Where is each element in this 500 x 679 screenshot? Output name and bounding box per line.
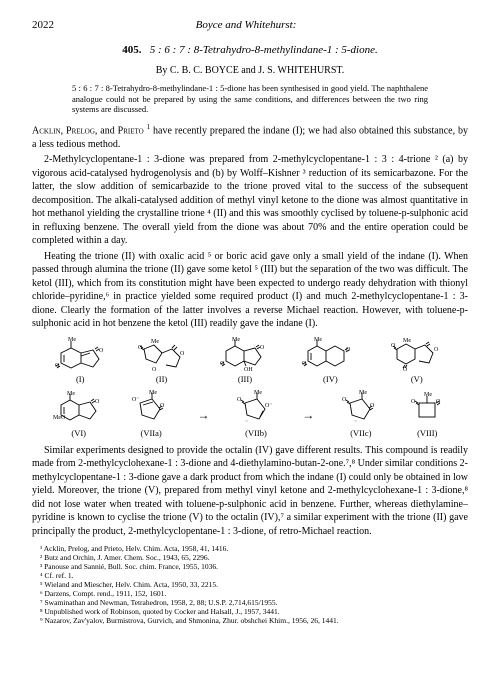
footnote-2: ² Butz and Orchin, J. Amer. Chem. Soc., …	[32, 553, 468, 562]
structure-IV: Me O O (IV)	[302, 335, 358, 385]
footnote-3: ³ Panouse and Sannié, Bull. Soc. chim. F…	[32, 562, 468, 571]
abstract: 5 : 6 : 7 : 8-Tetrahydro-8-methylindane-…	[72, 83, 428, 115]
structure-VI-label: (VI)	[71, 428, 86, 439]
structure-V-label: (V)	[411, 374, 423, 385]
svg-text:Me: Me	[67, 391, 75, 397]
structure-VIIc-label: (VIIc)	[350, 428, 371, 439]
structure-VIII-label: (VIII)	[417, 428, 437, 439]
svg-text:OH: OH	[244, 367, 253, 373]
svg-text:O: O	[95, 399, 100, 405]
svg-text:O: O	[434, 347, 439, 353]
svg-text:Me: Me	[403, 338, 411, 344]
structure-VIIc-svg: Me O O ⁻	[340, 389, 382, 427]
structure-VIIb-svg: Me O O⁻ ⁻	[235, 389, 277, 427]
structure-VIIa-label: (VIIa)	[141, 428, 162, 439]
structure-IV-label: (IV)	[323, 374, 338, 385]
footnote-8: ⁸ Unpublished work of Robinson, quoted b…	[32, 607, 468, 616]
svg-text:Me: Me	[314, 337, 322, 343]
resonance-arrow-1: →	[198, 407, 210, 423]
svg-text:Me: Me	[151, 339, 159, 345]
svg-text:O: O	[152, 367, 157, 373]
footnote-9: ⁹ Nazarov, Zav'yalov, Burmistrova, Gurvi…	[32, 616, 468, 625]
svg-text:O: O	[180, 351, 185, 357]
article-title: 405. 5 : 6 : 7 : 8-Tetrahydro-8-methylin…	[32, 43, 468, 58]
author-smallcaps: Acklin, Prelog,	[32, 125, 97, 136]
structure-III: Me O O OH (III)	[218, 335, 272, 385]
structure-VIIb: Me O O⁻ ⁻ (VIIb)	[235, 389, 277, 439]
structure-VIIa: Me O⁻ O (VIIa)	[130, 389, 172, 439]
paragraph-4: Similar experiments designed to provide …	[32, 444, 468, 539]
structure-VIIb-label: (VIIb)	[245, 428, 267, 439]
byline: By C. B. C. BOYCE and J. S. WHITEHURST.	[32, 64, 468, 78]
svg-text:Me: Me	[359, 390, 367, 396]
footnote-1: ¹ Acklin, Prelog, and Prieto, Helv. Chim…	[32, 544, 468, 553]
svg-text:⁻: ⁻	[245, 420, 248, 426]
structure-VI-svg: Me MeO O	[53, 389, 105, 427]
paragraph-2: 2-Methylcyclopentane-1 : 3-dione was pre…	[32, 153, 468, 248]
svg-text:O⁻: O⁻	[132, 397, 140, 403]
structures-row-2: Me MeO O (VI) Me O⁻ O (VIIa) →	[40, 389, 460, 439]
page-number: 2022	[32, 18, 54, 33]
footnote-6: ⁶ Darzens, Compt. rend., 1911, 152, 1601…	[32, 589, 468, 598]
running-head: Boyce and Whitehurst:	[54, 18, 438, 33]
resonance-arrow-2: →	[302, 407, 314, 423]
structure-II: Me O O O (II)	[136, 335, 188, 385]
footnote-5: ⁵ Wieland and Miescher, Helv. Chim. Acta…	[32, 580, 468, 589]
svg-text:O: O	[411, 399, 416, 405]
footnote-7: ⁷ Swaminathan and Newman, Tetrahedron, 1…	[32, 598, 468, 607]
svg-text:Me: Me	[232, 337, 240, 343]
structure-V-svg: Me O O O	[389, 335, 445, 373]
structure-II-svg: Me O O O	[136, 335, 188, 373]
svg-text:O: O	[99, 348, 104, 354]
structure-VIII: Me O O (VIII)	[407, 389, 447, 439]
footnotes: ¹ Acklin, Prelog, and Prieto, Helv. Chim…	[32, 544, 468, 625]
structure-I-svg: Me O O	[55, 335, 105, 373]
paragraph-3: Heating the trione (II) with oxalic acid…	[32, 250, 468, 331]
svg-text:Me: Me	[68, 337, 76, 343]
structure-VIII-svg: Me O O	[407, 389, 447, 427]
svg-text:MeO: MeO	[53, 415, 66, 421]
svg-text:O⁻: O⁻	[265, 403, 273, 409]
footnote-4: ⁴ Cf. ref. 1.	[32, 571, 468, 580]
structure-I-label: (I)	[76, 374, 85, 385]
structures-row-1: Me O O (I) Me O O O (II)	[40, 335, 460, 385]
paragraph-1: Acklin, Prelog, and Prieto 1 have recent…	[32, 123, 468, 151]
svg-text:Me: Me	[254, 390, 262, 396]
svg-text:⁻: ⁻	[354, 420, 357, 426]
structure-VIIa-svg: Me O⁻ O	[130, 389, 172, 427]
structure-III-label: (III)	[238, 374, 252, 385]
article-title-text: 5 : 6 : 7 : 8-Tetrahydro-8-methylindane-…	[150, 44, 378, 56]
page-header: 2022 Boyce and Whitehurst:	[32, 18, 468, 33]
structure-IV-svg: Me O O	[302, 335, 358, 373]
structure-V: Me O O O (V)	[389, 335, 445, 385]
structure-III-svg: Me O O OH	[218, 335, 272, 373]
structure-VIIc: Me O O ⁻ (VIIc)	[340, 389, 382, 439]
svg-text:Me: Me	[424, 392, 432, 398]
svg-text:O: O	[260, 345, 265, 351]
svg-text:Me: Me	[149, 390, 157, 396]
structure-I: Me O O (I)	[55, 335, 105, 385]
structure-II-label: (II)	[156, 374, 167, 385]
article-number: 405.	[122, 44, 141, 56]
structure-VI: Me MeO O (VI)	[53, 389, 105, 439]
